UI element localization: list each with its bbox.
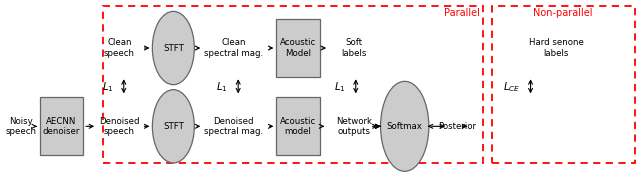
Text: $L_{CE}$: $L_{CE}$ [503, 80, 520, 94]
Text: AECNN
denoiser: AECNN denoiser [43, 117, 80, 136]
Text: Acoustic
Model: Acoustic Model [280, 38, 316, 58]
FancyBboxPatch shape [40, 97, 83, 155]
Ellipse shape [152, 90, 195, 163]
FancyBboxPatch shape [276, 19, 319, 77]
Text: Denoised
speech: Denoised speech [99, 117, 140, 136]
Text: STFT: STFT [163, 122, 184, 131]
Text: Clean
spectral mag.: Clean spectral mag. [204, 38, 263, 58]
Text: Denoised
spectral mag.: Denoised spectral mag. [204, 117, 263, 136]
Text: Soft
labels: Soft labels [341, 38, 367, 58]
Text: Hard senone
labels: Hard senone labels [529, 38, 584, 58]
Text: Non-parallel: Non-parallel [532, 8, 592, 18]
Ellipse shape [381, 81, 429, 171]
Text: STFT: STFT [163, 44, 184, 52]
Text: Network
outputs: Network outputs [336, 117, 372, 136]
Text: Parallel: Parallel [444, 8, 480, 18]
Text: Clean
speech: Clean speech [104, 38, 135, 58]
Text: $L_1$: $L_1$ [102, 80, 113, 94]
Text: Posterior: Posterior [438, 122, 476, 131]
Text: Softmax: Softmax [387, 122, 422, 131]
Text: Noisy
speech: Noisy speech [5, 117, 36, 136]
Ellipse shape [152, 11, 195, 85]
FancyBboxPatch shape [276, 97, 319, 155]
Text: $L_1$: $L_1$ [216, 80, 228, 94]
Text: Acoustic
model: Acoustic model [280, 117, 316, 136]
Text: $L_1$: $L_1$ [334, 80, 346, 94]
